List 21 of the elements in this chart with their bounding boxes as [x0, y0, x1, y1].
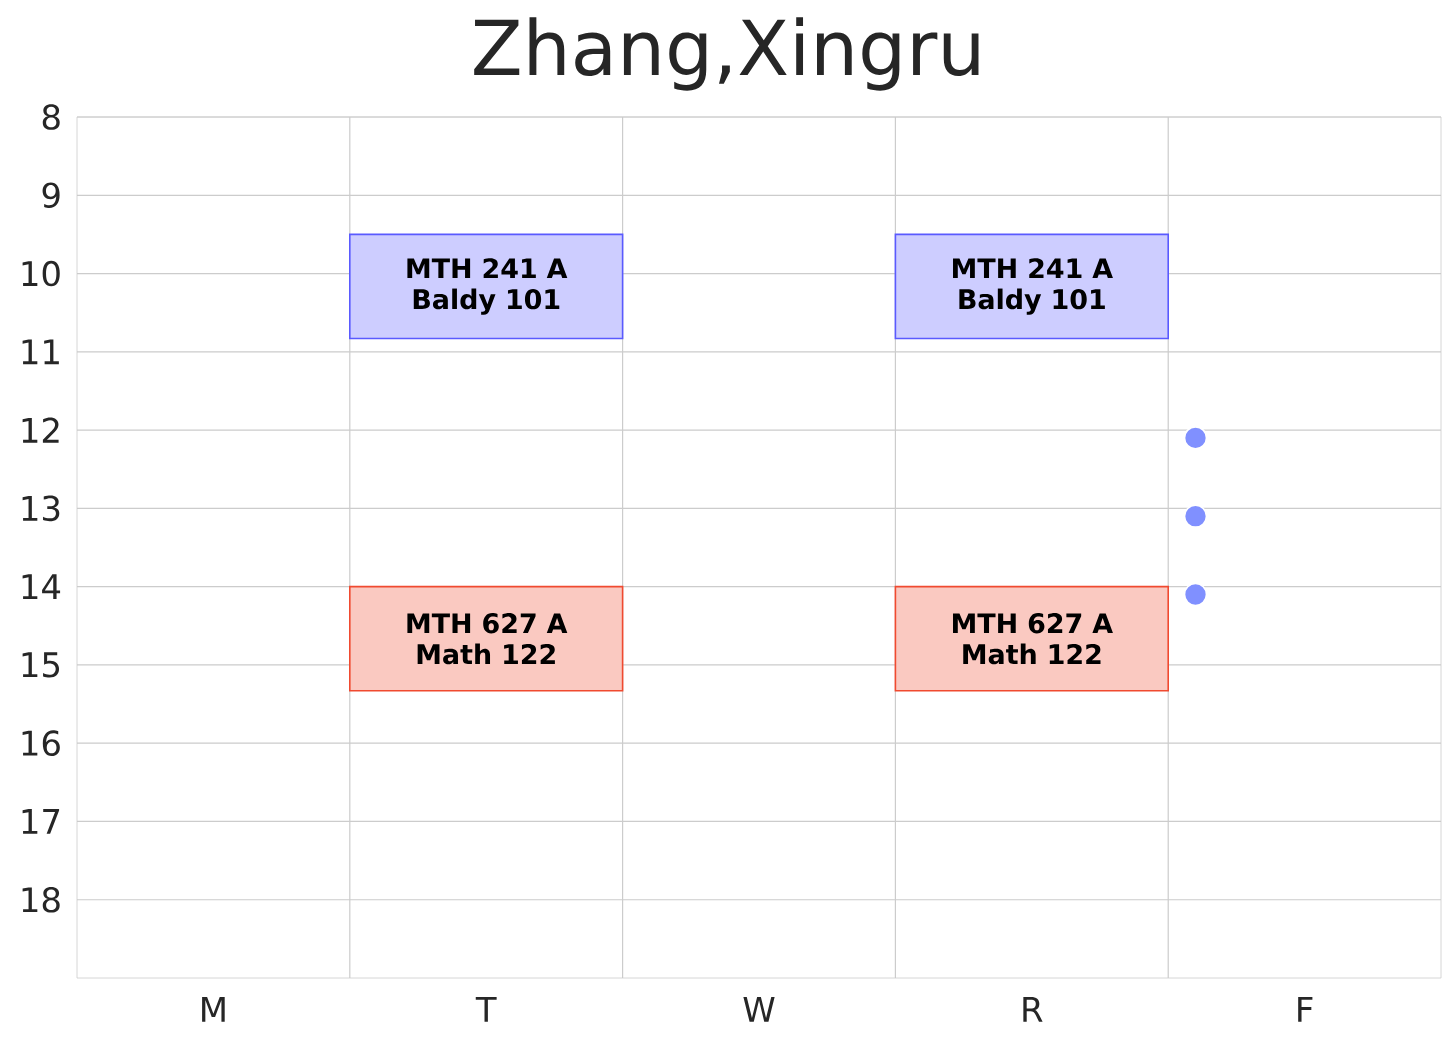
y-tick-label: 9: [42, 182, 60, 209]
y-tick-label: 16: [22, 730, 60, 756]
x-tick-label: F: [1298, 997, 1313, 1022]
data-label: MTH 627 A Math 122: [407, 613, 568, 665]
x-tick-label: R: [1023, 997, 1043, 1022]
y-tick-label: 18: [22, 886, 60, 913]
y-tick-label: 14: [22, 574, 61, 599]
y-tick-label: 10: [22, 260, 60, 287]
x-tick-label: T: [475, 997, 497, 1022]
data-label: MTH 241 A Baldy 101: [953, 258, 1113, 315]
data-label: MTH 627 A Math 122: [953, 613, 1113, 665]
x-tick-label: W: [743, 997, 775, 1022]
y-tick-label: 8: [42, 104, 60, 130]
y-tick-label: 13: [22, 495, 60, 522]
chart-title: Zhang,Xingru: [474, 17, 979, 91]
y-tick-label: 17: [22, 809, 60, 834]
data-label: MTH 241 A Baldy 101: [407, 258, 568, 315]
y-tick-label: 11: [22, 339, 59, 365]
y-tick-label: 15: [22, 652, 60, 678]
x-tick-label: M: [202, 997, 225, 1022]
y-tick-label: 12: [22, 417, 59, 443]
